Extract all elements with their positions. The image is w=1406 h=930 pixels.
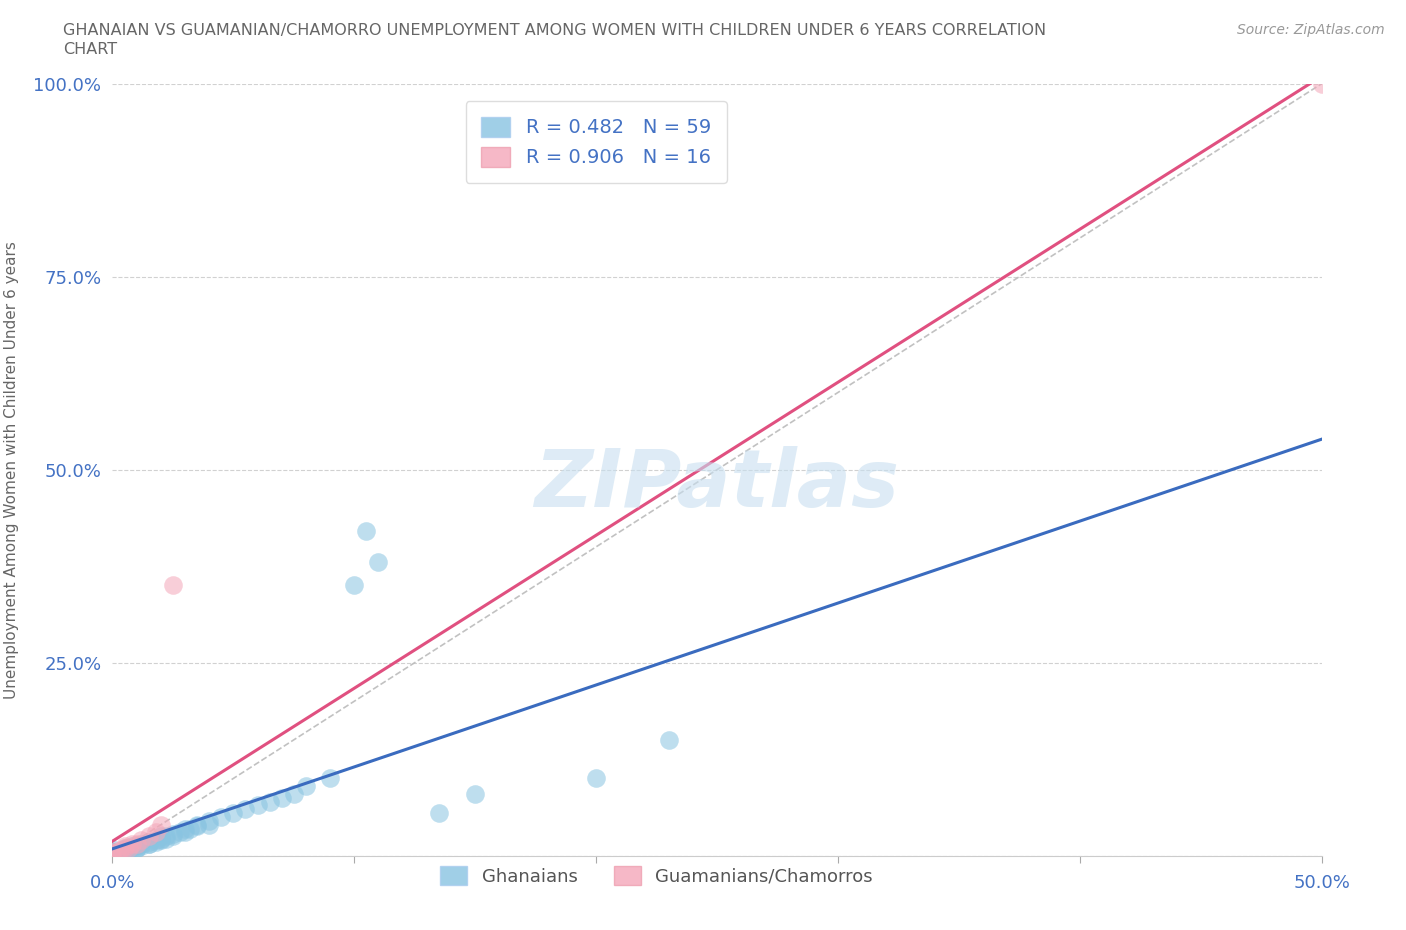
Point	[131, 839, 153, 854]
Point	[125, 837, 148, 852]
Point	[356, 524, 378, 538]
Point	[101, 844, 124, 859]
Y-axis label: Unemployment Among Women with Children Under 6 years: Unemployment Among Women with Children U…	[4, 241, 20, 698]
Point	[283, 787, 305, 802]
Point	[114, 841, 136, 856]
Point	[131, 837, 153, 852]
Point	[174, 821, 197, 836]
Point	[464, 787, 486, 802]
Point	[138, 829, 160, 844]
Point	[235, 802, 257, 817]
Point	[1310, 76, 1333, 91]
Point	[149, 831, 172, 846]
Point	[169, 825, 191, 840]
Point	[138, 837, 160, 852]
Point	[131, 832, 153, 847]
Point	[246, 798, 269, 813]
Point	[101, 846, 124, 861]
Point	[101, 848, 124, 863]
Point	[149, 817, 172, 832]
Point	[155, 829, 177, 844]
Point	[198, 814, 221, 829]
Point	[114, 842, 136, 857]
Point	[121, 837, 143, 852]
Point	[114, 839, 136, 854]
Point	[319, 771, 342, 786]
Point	[114, 844, 136, 859]
Point	[108, 843, 131, 857]
Point	[138, 837, 160, 852]
Point	[118, 842, 141, 857]
Point	[209, 809, 232, 825]
Legend: Ghanaians, Guamanians/Chamorros: Ghanaians, Guamanians/Chamorros	[433, 859, 880, 893]
Point	[101, 848, 124, 863]
Point	[343, 578, 366, 593]
Point	[259, 794, 281, 809]
Point	[121, 841, 143, 856]
Point	[105, 844, 128, 859]
Point	[114, 841, 136, 856]
Point	[101, 848, 124, 863]
Point	[270, 790, 292, 805]
Point	[125, 841, 148, 856]
Point	[125, 841, 148, 856]
Point	[138, 834, 160, 849]
Point	[162, 578, 184, 593]
Point	[427, 805, 450, 820]
Point	[149, 832, 172, 847]
Point	[145, 825, 167, 840]
Point	[162, 827, 184, 842]
Point	[101, 846, 124, 861]
Point	[155, 831, 177, 846]
Point	[101, 844, 124, 859]
Point	[367, 555, 389, 570]
Point	[101, 844, 124, 859]
Point	[174, 825, 197, 840]
Point	[658, 733, 681, 748]
Point	[114, 844, 136, 859]
Point	[222, 805, 245, 820]
Point	[145, 832, 167, 847]
Point	[186, 818, 208, 833]
Point	[125, 839, 148, 854]
Point	[585, 771, 607, 786]
Point	[198, 817, 221, 832]
Point	[145, 834, 167, 849]
Point	[186, 817, 208, 832]
Text: ZIPatlas: ZIPatlas	[534, 446, 900, 525]
Text: CHART: CHART	[63, 42, 117, 57]
Point	[101, 842, 124, 857]
Point	[149, 829, 172, 844]
Text: Source: ZipAtlas.com: Source: ZipAtlas.com	[1237, 23, 1385, 37]
Text: GHANAIAN VS GUAMANIAN/CHAMORRO UNEMPLOYMENT AMONG WOMEN WITH CHILDREN UNDER 6 YE: GHANAIAN VS GUAMANIAN/CHAMORRO UNEMPLOYM…	[63, 23, 1046, 38]
Point	[101, 844, 124, 859]
Point	[162, 829, 184, 844]
Point	[101, 844, 124, 859]
Point	[118, 841, 141, 856]
Point	[295, 778, 318, 793]
Point	[121, 839, 143, 854]
Point	[101, 848, 124, 863]
Point	[179, 821, 201, 836]
Point	[101, 848, 124, 863]
Point	[114, 842, 136, 857]
